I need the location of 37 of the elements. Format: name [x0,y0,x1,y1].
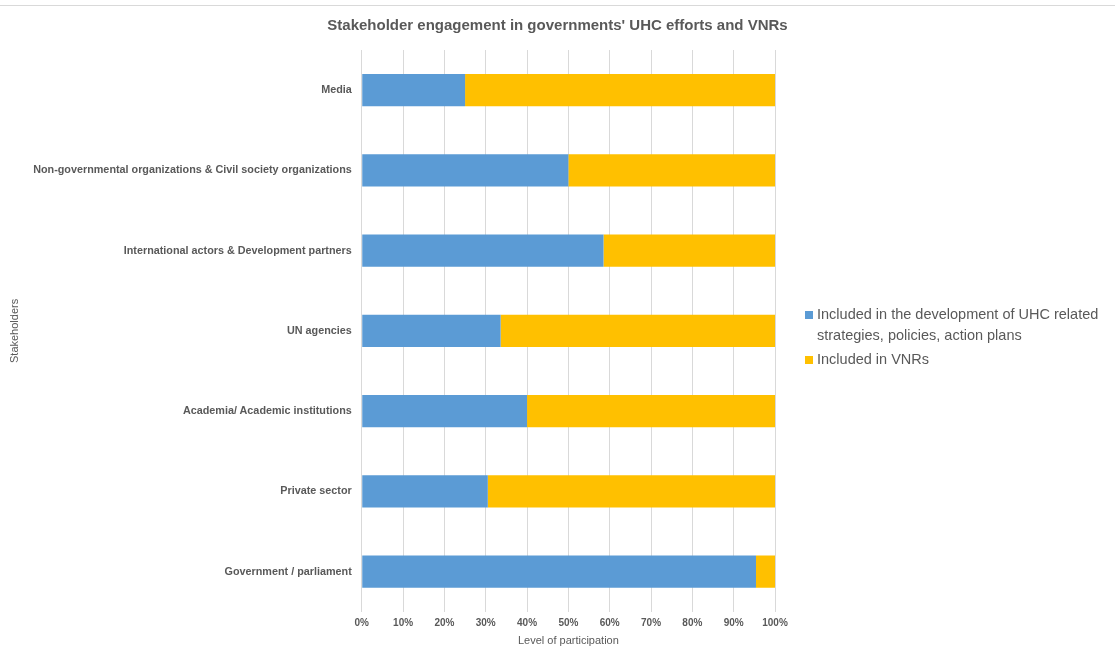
x-tick-label: 30% [475,616,496,628]
legend-label: Included in the development of UHC related strategies, policies, action plans [817,305,1100,345]
y-tick-label: Academia/ Academic institutions [182,404,352,417]
bar [603,234,775,267]
bar [362,395,528,428]
x-tick-label: 20% [434,616,455,628]
bar [500,314,775,347]
bar [362,314,501,347]
y-tick-label: Private sector [280,484,353,497]
bar [568,154,775,187]
y-axis-title: Stakeholders [7,298,20,364]
bar [527,395,775,428]
chart-title: Stakeholder engagement in governments' UHC efforts and VNRs [326,16,789,33]
x-tick-label: 0% [354,616,370,628]
x-tick-label: 90% [723,616,744,628]
x-tick-label: 60% [599,616,620,628]
x-tick-label: 80% [682,616,703,628]
x-axis-title: Level of participation [517,634,619,647]
y-tick-label: International actors & Development partners [123,243,352,256]
y-tick-label: UN agencies [286,323,352,336]
bar [362,234,604,267]
y-tick-label: Media [321,83,353,96]
bar [362,74,466,107]
bar [755,555,775,588]
bar [362,555,756,588]
x-tick-label: 40% [517,616,538,628]
legend-label: Included in VNRs [817,350,931,369]
bar [362,154,569,187]
x-tick-label: 100% [762,616,788,628]
bar [487,475,775,508]
y-tick-label: Government / parliament [224,564,353,577]
x-tick-label: 10% [393,616,414,628]
bar [465,74,775,107]
y-tick-label: Non-governmental organizations & Civil society organizations [33,163,352,176]
bar [362,475,488,508]
x-tick-label: 50% [558,616,579,628]
x-tick-label: 70% [641,616,662,628]
